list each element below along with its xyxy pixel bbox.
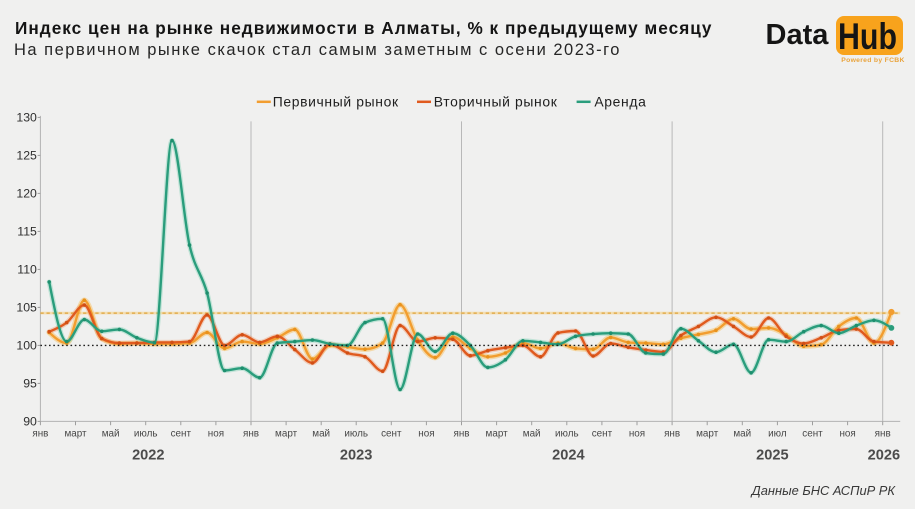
svg-text:янв: янв (664, 428, 680, 439)
svg-text:105: 105 (16, 301, 37, 315)
svg-text:2022: 2022 (132, 448, 164, 464)
svg-text:сент: сент (802, 428, 823, 439)
svg-text:90: 90 (23, 415, 37, 429)
svg-text:янв: янв (243, 428, 259, 439)
svg-text:115: 115 (17, 225, 37, 239)
svg-text:110: 110 (17, 263, 37, 277)
svg-text:март: март (696, 428, 719, 439)
svg-text:2024: 2024 (552, 448, 585, 464)
svg-text:март: март (64, 428, 87, 439)
svg-text:ноя: ноя (418, 428, 434, 439)
svg-text:янв: янв (32, 428, 48, 439)
svg-text:май: май (312, 428, 330, 439)
svg-text:июль: июль (344, 428, 368, 439)
svg-text:сент: сент (592, 428, 613, 439)
svg-text:2026: 2026 (868, 448, 900, 464)
svg-text:Аренда: Аренда (594, 94, 646, 110)
svg-text:янв: янв (453, 428, 469, 439)
svg-text:июль: июль (134, 428, 158, 439)
svg-text:май: май (733, 428, 751, 439)
svg-text:95: 95 (23, 377, 37, 391)
svg-text:март: март (275, 428, 298, 439)
svg-text:Вторичный рынок: Вторичный рынок (434, 94, 558, 110)
svg-text:120: 120 (16, 187, 37, 201)
svg-text:Данные БНС АСПиР РК: Данные БНС АСПиР РК (750, 483, 897, 498)
svg-text:май: май (523, 428, 541, 439)
svg-text:130: 130 (16, 111, 37, 125)
svg-text:июль: июль (555, 428, 579, 439)
svg-text:125: 125 (16, 149, 37, 163)
svg-text:2025: 2025 (756, 448, 788, 464)
svg-text:ноя: ноя (208, 428, 224, 439)
svg-text:янв: янв (875, 428, 891, 439)
svg-text:ноя: ноя (629, 428, 645, 439)
svg-text:100: 100 (16, 339, 37, 353)
svg-text:сент: сент (381, 428, 402, 439)
svg-text:2023: 2023 (340, 448, 372, 464)
svg-text:Первичный рынок: Первичный рынок (273, 94, 399, 110)
svg-text:май: май (102, 428, 120, 439)
svg-text:сент: сент (171, 428, 192, 439)
svg-text:март: март (486, 428, 509, 439)
svg-text:июл: июл (768, 428, 787, 439)
svg-text:ноя: ноя (839, 428, 855, 439)
